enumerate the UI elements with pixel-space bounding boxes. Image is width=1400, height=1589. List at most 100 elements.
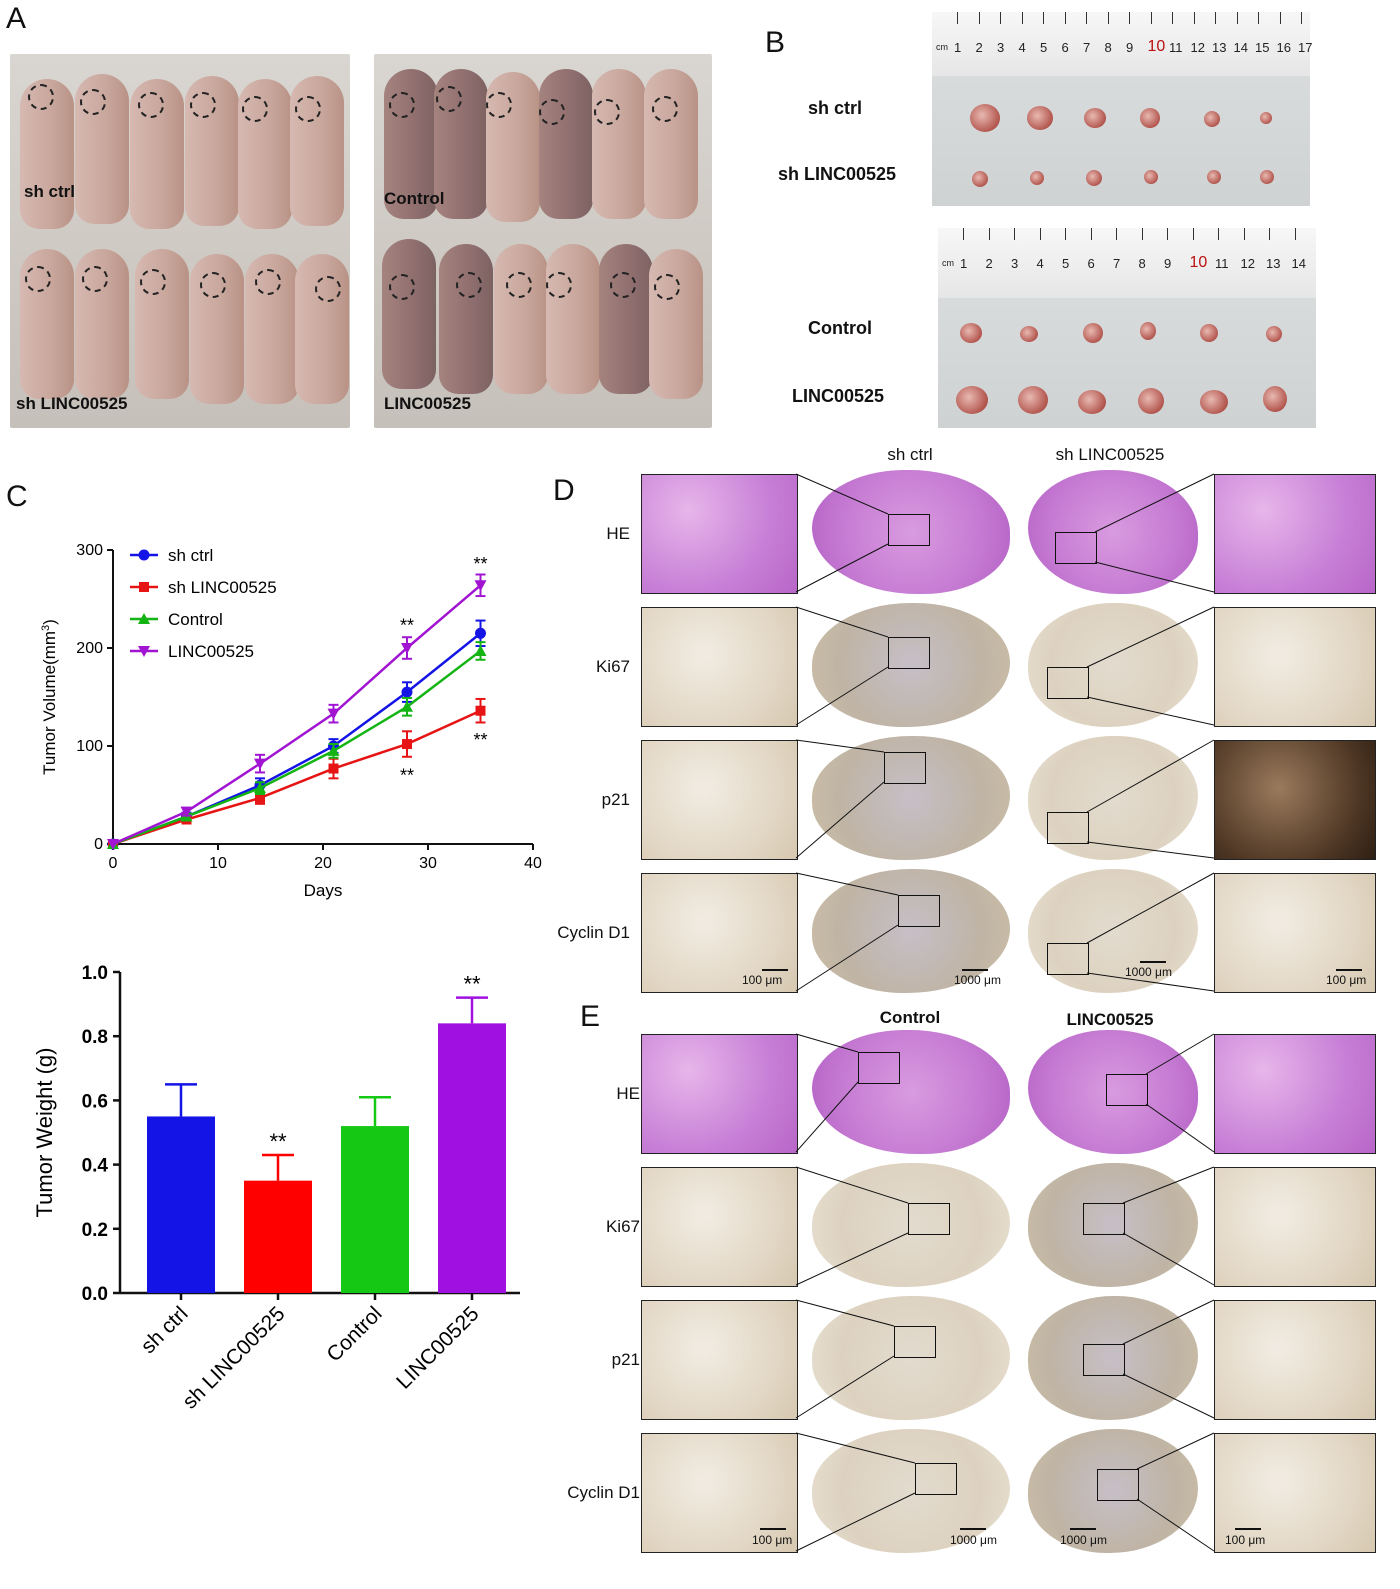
scale-bar-label: 1000 μm bbox=[950, 1533, 997, 1547]
zoom-region-box bbox=[888, 637, 930, 669]
ruler-tick bbox=[1129, 12, 1130, 24]
y-tick-label: 0.0 bbox=[82, 1284, 108, 1305]
ruler-tick bbox=[1269, 228, 1270, 240]
scale-bar bbox=[760, 1528, 786, 1530]
tumor bbox=[1207, 170, 1221, 184]
tumor bbox=[1260, 112, 1272, 124]
bar bbox=[341, 1126, 409, 1293]
micrograph-right-zoom bbox=[1214, 873, 1376, 993]
data-point bbox=[327, 744, 340, 756]
group-label-control: Control bbox=[384, 189, 445, 208]
legend-label: sh LINC00525 bbox=[168, 578, 277, 597]
micrograph-right-zoom bbox=[1214, 474, 1376, 594]
ruler-tick bbox=[1000, 12, 1001, 24]
ruler-top: cm 1 2 3 4 5 6 7 8 9 10 11 12 13 14 15 16 17 bbox=[932, 12, 1312, 77]
mouse bbox=[439, 244, 493, 394]
ruler-tick bbox=[1243, 228, 1245, 240]
ruler-number: 1 bbox=[954, 40, 962, 55]
group-label-sh-ctrl: sh ctrl bbox=[24, 182, 76, 201]
zoom-region-box bbox=[1055, 532, 1097, 564]
zoom-region-box bbox=[888, 514, 930, 546]
legend-label: Control bbox=[168, 610, 223, 629]
row-label: HE bbox=[616, 1084, 640, 1103]
ruler-number: 12 bbox=[1240, 256, 1255, 271]
tumor-site-marker bbox=[539, 99, 565, 125]
ruler-tick bbox=[1218, 228, 1219, 240]
scale-bar bbox=[1070, 1528, 1096, 1530]
tumor-label-linc00525: LINC00525 bbox=[792, 386, 885, 406]
tumor bbox=[1030, 171, 1044, 185]
tumor bbox=[1260, 170, 1274, 184]
x-tick-label: sh LINC00525 bbox=[178, 1302, 289, 1413]
mouse bbox=[135, 249, 189, 399]
row-label: Cyclin D1 bbox=[567, 1483, 640, 1502]
x-axis-label: Days bbox=[304, 881, 343, 900]
zoom-region-box bbox=[898, 895, 940, 927]
tissue-section-left bbox=[812, 1030, 1010, 1154]
zoom-region-box bbox=[908, 1203, 950, 1235]
row-label: Ki67 bbox=[595, 657, 630, 676]
tumor bbox=[1084, 108, 1106, 128]
ruler-tick bbox=[1258, 12, 1259, 24]
zoom-region-box bbox=[858, 1052, 900, 1084]
ruler-number: 9 bbox=[1164, 256, 1172, 271]
panel-letter-d: D bbox=[553, 474, 575, 507]
data-point bbox=[475, 705, 486, 716]
tumor bbox=[960, 323, 982, 343]
data-point bbox=[474, 644, 487, 656]
x-tick-label: 10 bbox=[209, 855, 227, 872]
data-point bbox=[139, 582, 149, 592]
tumor-site-marker bbox=[80, 89, 106, 115]
legend-label: LINC00525 bbox=[168, 642, 254, 661]
ruler-tick bbox=[1294, 228, 1296, 240]
mouse bbox=[599, 244, 653, 394]
x-tick-label: LINC00525 bbox=[392, 1302, 483, 1393]
series-line-2 bbox=[112, 649, 482, 846]
ruler-tick bbox=[1064, 12, 1066, 24]
ruler-number: 2 bbox=[985, 256, 993, 271]
data-point bbox=[138, 549, 150, 561]
scale-bar bbox=[1235, 1528, 1261, 1530]
data-point bbox=[474, 580, 487, 592]
tumor-site-marker bbox=[242, 96, 268, 122]
ruler-number: 2 bbox=[975, 40, 983, 55]
ruler-tick bbox=[1301, 12, 1302, 24]
zoom-region-box bbox=[884, 752, 926, 784]
tumor-site-marker bbox=[25, 266, 51, 292]
legend-label: sh ctrl bbox=[168, 546, 213, 565]
bar bbox=[147, 1116, 215, 1293]
tumor bbox=[1144, 170, 1158, 184]
x-tick-label: 30 bbox=[419, 855, 437, 872]
micrograph-right-zoom bbox=[1214, 1433, 1376, 1553]
column-label-sh-ctrl: sh ctrl bbox=[887, 445, 933, 464]
x-tick-label: 0 bbox=[109, 855, 118, 872]
ruler-number: 9 bbox=[1126, 40, 1134, 55]
data-point bbox=[402, 739, 412, 750]
ruler-bottom: cm 1 2 3 4 5 6 7 8 9 10 11 12 13 14 bbox=[938, 228, 1316, 299]
x-tick-label: 20 bbox=[314, 855, 332, 872]
panel-letter-e: E bbox=[580, 1000, 601, 1033]
y-tick-label: 300 bbox=[76, 542, 103, 559]
ruler-number: 13 bbox=[1212, 40, 1227, 55]
micrograph-right-zoom bbox=[1214, 607, 1376, 727]
ruler-tick bbox=[1192, 228, 1194, 240]
data-point bbox=[475, 627, 486, 639]
data-point bbox=[255, 792, 265, 803]
data-point bbox=[328, 763, 339, 774]
significance-marker: ** bbox=[269, 1129, 287, 1154]
micrograph-left-zoom bbox=[641, 1167, 798, 1287]
row-label: p21 bbox=[601, 790, 630, 809]
tumor bbox=[972, 171, 988, 187]
ruler-tick bbox=[1236, 12, 1238, 24]
tumor-site-marker bbox=[610, 272, 636, 298]
scale-bar-label: 1000 μm bbox=[1125, 965, 1172, 979]
micrograph-left-zoom bbox=[641, 474, 798, 594]
tumor-site-marker bbox=[546, 272, 572, 298]
panel-letter-b: B bbox=[765, 26, 786, 59]
x-tick-label: 40 bbox=[524, 855, 542, 872]
scale-bar bbox=[762, 969, 788, 971]
zoom-region-box bbox=[915, 1463, 957, 1495]
ruler-tick bbox=[1150, 12, 1152, 24]
y-tick-label: 0.4 bbox=[82, 1156, 109, 1177]
tumor bbox=[956, 386, 988, 414]
